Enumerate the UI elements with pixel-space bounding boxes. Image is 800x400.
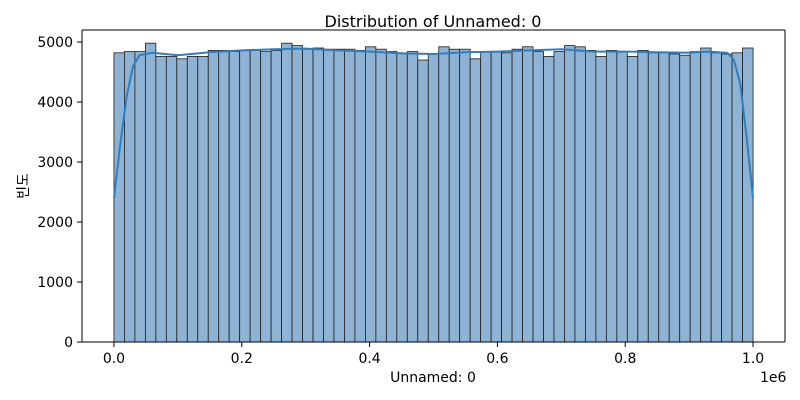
histogram-bar <box>574 46 586 343</box>
histogram-bar <box>585 50 597 343</box>
histogram-bar <box>197 56 209 343</box>
histogram-bar <box>553 51 565 343</box>
histogram-bar <box>710 52 723 343</box>
histogram-bar <box>239 50 251 343</box>
histogram-bar <box>228 51 241 343</box>
y-axis-label: 빈도 <box>16 173 32 199</box>
histogram-bar <box>396 52 408 343</box>
x-offset-label: 1e6 <box>760 370 787 386</box>
y-tick-label: 5000 <box>37 35 73 51</box>
y-tick-label: 4000 <box>37 95 73 111</box>
histogram-bar <box>144 42 157 343</box>
x-tick-label: 1.0 <box>742 351 764 367</box>
histogram-bar <box>490 51 502 343</box>
histogram-bar <box>302 48 314 343</box>
y-tick-label: 1000 <box>37 275 73 291</box>
histogram-bar <box>647 52 660 343</box>
x-axis-label: Unnamed: 0 <box>390 370 476 386</box>
histogram-bar <box>742 47 754 343</box>
histogram-bar <box>511 48 523 343</box>
histogram-bar <box>365 46 377 343</box>
histogram-bar <box>312 47 324 343</box>
histogram-bar <box>616 51 628 343</box>
histogram-bar <box>323 48 335 343</box>
histogram-bar <box>165 56 178 343</box>
histogram-bar <box>459 48 471 343</box>
histogram-bar <box>281 42 293 343</box>
histogram-bar <box>501 52 513 343</box>
histogram-bar <box>417 59 429 343</box>
histogram-bar <box>155 56 167 343</box>
histogram-bar <box>658 52 670 343</box>
histogram-bar <box>385 51 398 343</box>
x-ticks-group: 0.0 0.2 0.4 0.6 0.8 1.0 <box>103 342 764 367</box>
histogram-bar <box>469 58 482 343</box>
histogram-bar <box>344 48 356 343</box>
y-tick-label: 3000 <box>37 155 73 171</box>
x-tick-label: 0.6 <box>486 351 508 367</box>
histogram-bar <box>176 58 188 343</box>
y-tick-label: 0 <box>64 335 73 351</box>
y-ticks-group: 0 1000 2000 3000 4000 5000 <box>37 35 82 351</box>
x-tick-label: 0.2 <box>231 351 253 367</box>
histogram-bar <box>375 48 387 343</box>
histogram-bar <box>406 51 419 343</box>
histogram-bar <box>637 50 649 343</box>
histogram-bar <box>134 51 146 343</box>
histogram-bar <box>689 51 702 343</box>
axes-group <box>81 29 786 343</box>
histogram-bar <box>249 50 262 343</box>
histogram-bar <box>270 50 282 343</box>
histogram-bar <box>564 45 576 343</box>
histogram-bar <box>207 50 220 343</box>
histogram-bar <box>480 51 492 343</box>
x-tick-label: 0.4 <box>358 351 380 367</box>
kde-line <box>113 47 754 199</box>
histogram-bar <box>186 56 199 343</box>
histogram-bar <box>522 46 534 343</box>
histogram-bar <box>626 56 639 343</box>
histogram-bar <box>448 48 461 343</box>
histogram-bar <box>291 45 303 343</box>
histogram-bar <box>679 54 691 343</box>
histogram-bar <box>438 46 450 343</box>
histogram-bar <box>354 50 366 343</box>
histogram-bar <box>333 48 345 343</box>
x-tick-label: 0.0 <box>103 351 125 367</box>
bars-group <box>113 42 754 343</box>
histogram-bar <box>700 47 712 343</box>
histogram-bar <box>260 51 272 343</box>
histogram-bar <box>595 56 607 343</box>
histogram-bar <box>543 56 555 343</box>
histogram-bar <box>721 53 733 343</box>
x-tick-label: 0.8 <box>614 351 636 367</box>
y-tick-label: 2000 <box>37 215 73 231</box>
histogram-bar <box>668 53 681 343</box>
histogram-bar <box>427 53 440 343</box>
histogram-bar <box>113 52 125 343</box>
histogram-bar <box>605 50 618 343</box>
histogram-bar <box>532 51 544 343</box>
histogram-bar <box>218 50 230 343</box>
chart-title: Distribution of Unnamed: 0 <box>325 12 542 31</box>
